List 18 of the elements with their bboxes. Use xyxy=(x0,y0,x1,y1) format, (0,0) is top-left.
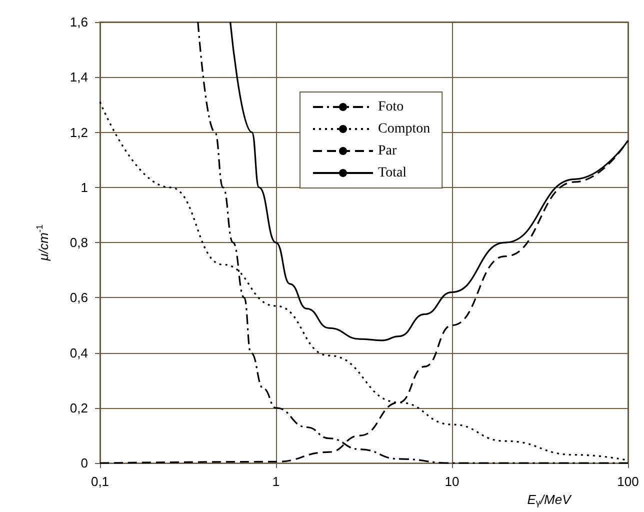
y-tick-label: 0,4 xyxy=(70,345,88,360)
y-tick-label: 1,2 xyxy=(70,124,88,140)
y-tick-label: 1 xyxy=(80,180,88,195)
y-tick-label: 0,2 xyxy=(70,400,88,416)
x-tick-label: 1 xyxy=(272,474,280,490)
y-tick-label: 1,4 xyxy=(70,70,88,85)
x-tick-label: 0,1 xyxy=(90,474,110,490)
y-tick-label: 1,6 xyxy=(70,14,88,30)
legend-label: Foto xyxy=(378,100,404,114)
y-tick-label: 0,8 xyxy=(70,235,88,250)
legend-label: Total xyxy=(378,166,407,180)
y-axis-title: μ/cm-1 xyxy=(34,224,51,262)
legend-label: Compton xyxy=(378,122,430,136)
x-tick-label: 10 xyxy=(444,474,460,490)
y-tick-label: 0,6 xyxy=(70,290,88,306)
legend-label: Par xyxy=(378,144,397,158)
y-tick-label: 0 xyxy=(80,456,88,471)
x-tick-label: 100 xyxy=(617,474,639,490)
